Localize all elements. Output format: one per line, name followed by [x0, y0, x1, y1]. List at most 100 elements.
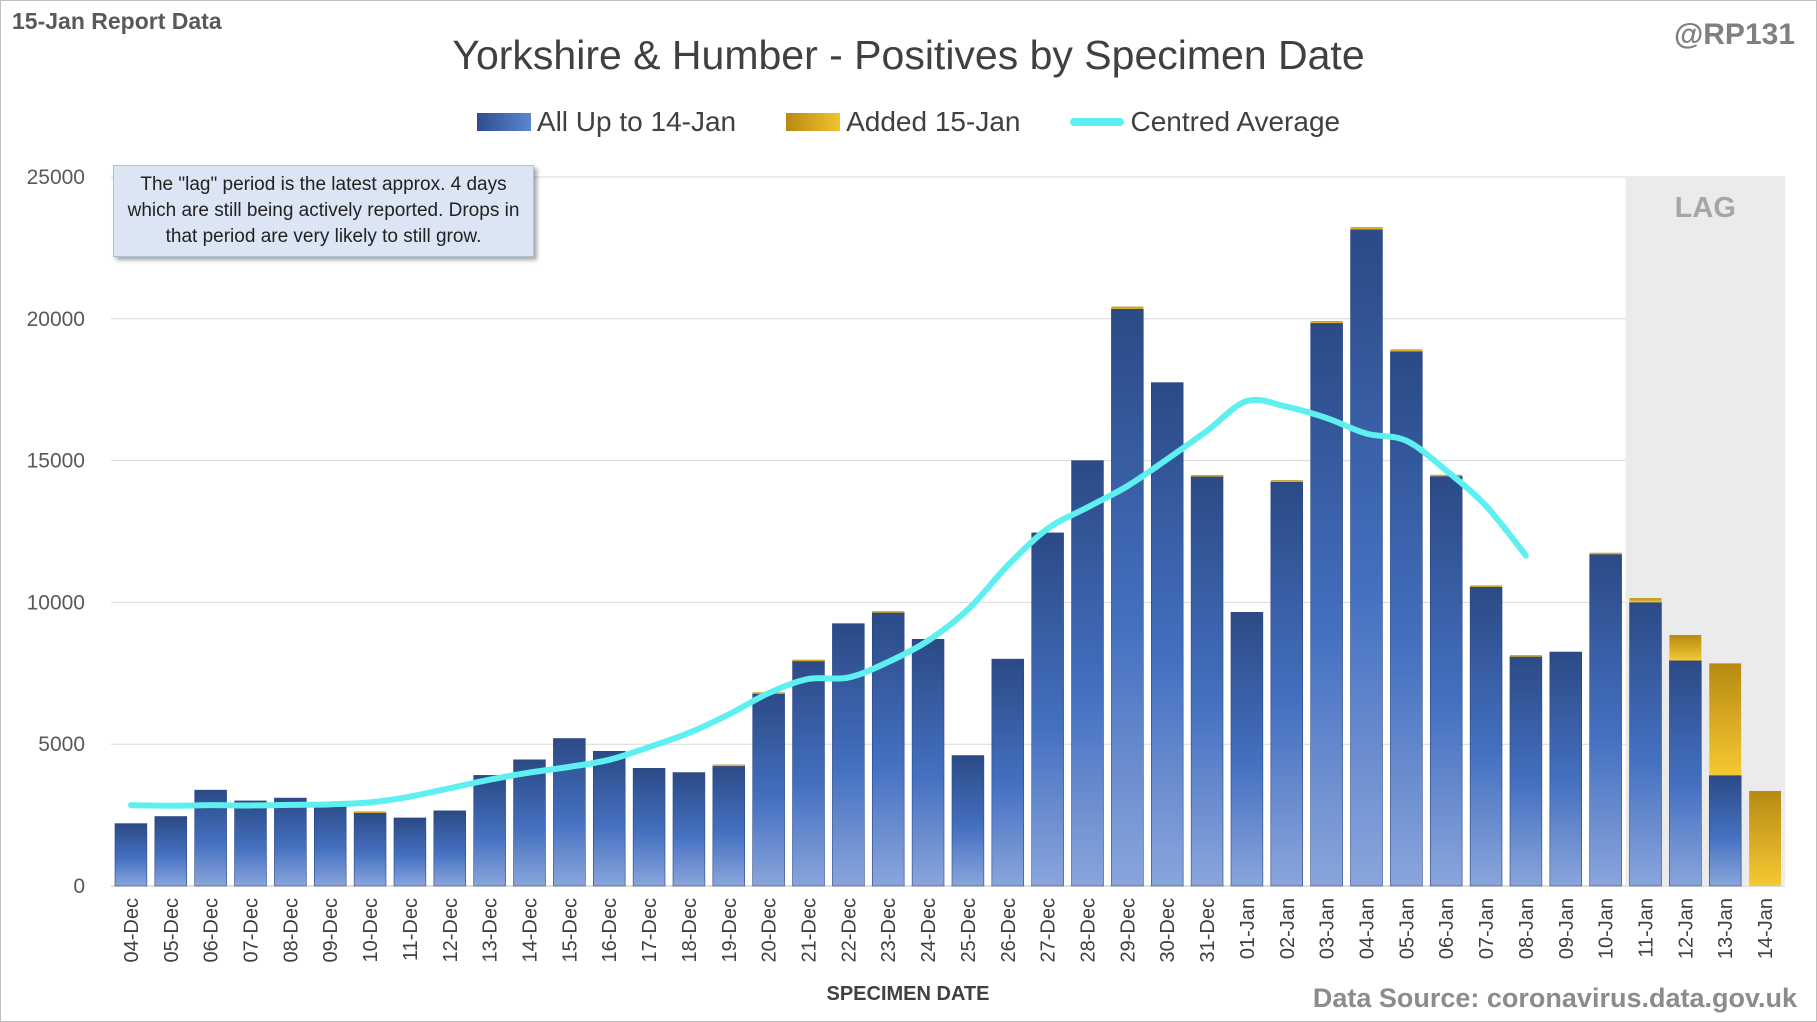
x-tick-label: 09-Jan: [1556, 898, 1578, 959]
lag-note: The "lag" period is the latest approx. 4…: [113, 165, 534, 257]
bar-all-up-to: [1629, 602, 1662, 887]
x-tick-label: 25-Dec: [958, 898, 980, 962]
y-tick-label: 20000: [27, 308, 85, 331]
bar-all-up-to: [1111, 308, 1144, 887]
x-tick-label: 11-Jan: [1636, 898, 1658, 958]
bar-all-up-to: [951, 755, 985, 887]
y-tick-label: 15000: [27, 450, 85, 473]
bar-all-up-to: [752, 692, 785, 887]
bar-all-up-to: [1390, 351, 1423, 887]
x-tick-label: 09-Dec: [320, 898, 342, 962]
bar-added: [1749, 790, 1782, 886]
legend-label: Added 15-Jan: [846, 106, 1021, 137]
legend-item-added: Added 15-Jan: [786, 106, 1020, 138]
x-tick-label: 19-Dec: [719, 898, 741, 962]
bar-all-up-to: [274, 797, 307, 887]
bar-all-up-to: [1549, 651, 1583, 887]
legend-swatch-line: [1070, 118, 1125, 126]
bar-all-up-to: [234, 800, 267, 887]
author-handle: @RP131: [1674, 18, 1795, 51]
bar-all-up-to: [911, 638, 945, 887]
x-tick-label: 04-Jan: [1357, 898, 1379, 959]
bar-all-up-to: [513, 759, 546, 887]
y-tick-label: 0: [73, 875, 85, 898]
x-tick-label: 03-Jan: [1317, 898, 1339, 959]
bar-all-up-to: [1429, 475, 1463, 887]
x-tick-label: 05-Dec: [161, 898, 183, 962]
x-tick-label: 31-Dec: [1197, 898, 1219, 962]
bar-all-up-to: [792, 660, 825, 887]
centred-average-line: [127, 396, 1529, 809]
lag-label: LAG: [1675, 192, 1736, 224]
x-tick-label: 13-Jan: [1715, 898, 1737, 959]
x-tick-label: 07-Jan: [1476, 898, 1498, 959]
x-tick-label: 08-Dec: [280, 898, 302, 962]
bar-added: [1310, 321, 1343, 324]
x-tick-label: 08-Jan: [1516, 898, 1538, 959]
bar-added: [792, 659, 825, 662]
x-tick-label: 27-Dec: [1038, 898, 1060, 962]
bar-all-up-to: [1071, 460, 1104, 887]
bar-added: [1629, 598, 1662, 603]
legend-label: All Up to 14-Jan: [536, 106, 737, 137]
data-source: Data Source: coronavirus.data.gov.uk: [1312, 983, 1797, 1013]
bar-all-up-to: [353, 811, 387, 887]
legend-item-centred-average: Centred Average: [1070, 106, 1340, 138]
x-tick-label: 17-Dec: [639, 898, 661, 962]
bar-all-up-to: [1230, 612, 1264, 887]
bar-all-up-to: [832, 623, 865, 887]
bar-added: [712, 764, 745, 767]
x-axis-title: SPECIMEN DATE: [827, 983, 990, 1005]
x-tick-label: 28-Dec: [1078, 898, 1100, 962]
bar-added: [1709, 663, 1742, 776]
legend-swatch-blue: [476, 113, 531, 131]
x-tick-label: 14-Jan: [1755, 898, 1777, 959]
x-tick-label: 13-Dec: [480, 898, 502, 962]
bar-all-up-to: [632, 768, 666, 887]
x-tick-label: 10-Jan: [1596, 898, 1618, 959]
x-tick-label: 06-Jan: [1436, 898, 1458, 959]
bar-added: [1350, 227, 1383, 230]
bar-all-up-to: [154, 816, 188, 887]
bar-all-up-to: [393, 817, 427, 887]
x-tick-label: 10-Dec: [360, 898, 382, 962]
bar-all-up-to: [672, 772, 706, 887]
bar-added: [354, 811, 387, 813]
x-tick-label: 29-Dec: [1117, 898, 1139, 962]
bar-all-up-to: [313, 802, 347, 887]
bar-all-up-to: [473, 775, 506, 887]
bar-added: [1509, 655, 1542, 657]
chart-title: Yorkshire & Humber - Positives by Specim…: [452, 32, 1365, 78]
bar-added: [1191, 475, 1224, 477]
x-tick-label: 07-Dec: [241, 898, 263, 962]
x-tick-label: 24-Dec: [918, 898, 940, 962]
y-tick-label: 10000: [27, 591, 85, 614]
bar-all-up-to: [433, 810, 467, 887]
bar-added: [1669, 635, 1702, 661]
x-tick-label: 02-Jan: [1277, 898, 1299, 959]
bar-all-up-to: [1669, 660, 1702, 887]
x-tick-label: 16-Dec: [599, 898, 621, 962]
legend-swatch-gold: [786, 113, 841, 131]
bar-all-up-to: [1708, 775, 1742, 887]
x-tick-label: 05-Jan: [1396, 898, 1418, 959]
bar-all-up-to: [1031, 532, 1064, 887]
bar-all-up-to: [592, 750, 626, 887]
x-tick-label: 12-Dec: [440, 898, 462, 962]
y-tick-label: 5000: [38, 733, 85, 756]
x-tick-label: 21-Dec: [799, 898, 821, 962]
x-tick-label: 26-Dec: [998, 898, 1020, 962]
bar-all-up-to: [1509, 655, 1543, 887]
bar-added: [1589, 552, 1622, 555]
bar-all-up-to: [553, 738, 586, 887]
bar-added: [1470, 585, 1503, 587]
x-tick-label: 30-Dec: [1157, 898, 1179, 962]
bar-all-up-to: [1469, 586, 1503, 887]
y-tick-label: 25000: [27, 166, 85, 189]
chart-legend: All Up to 14-Jan Added 15-Jan Centred Av…: [0, 106, 1817, 138]
x-tick-label: 18-Dec: [679, 898, 701, 962]
x-tick-label: 20-Dec: [759, 898, 781, 962]
bar-all-up-to: [1270, 481, 1304, 887]
legend-label: Centred Average: [1130, 106, 1341, 137]
